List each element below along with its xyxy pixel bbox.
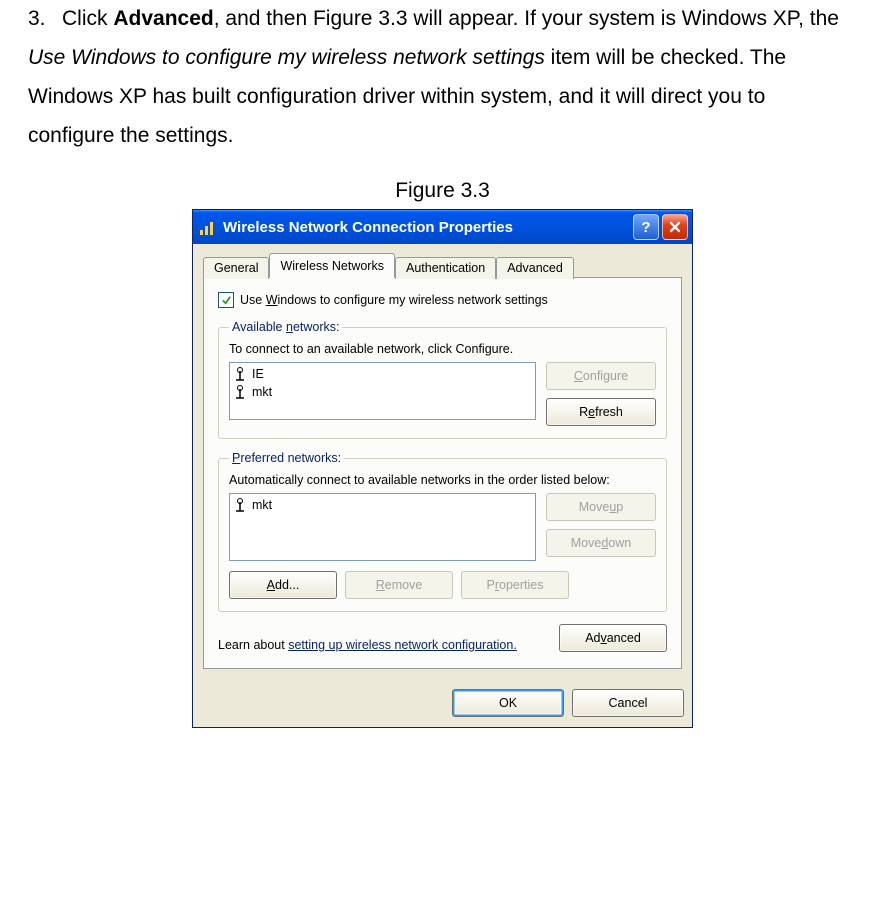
bold-advanced: Advanced: [113, 7, 213, 30]
move-down-button[interactable]: Move down: [546, 529, 656, 557]
network-name: mkt: [252, 385, 272, 399]
italic-setting-name: Use Windows to configure my wireless net…: [28, 46, 545, 69]
list-item[interactable]: IE: [234, 365, 531, 383]
tab-strip: General Wireless Networks Authentication…: [203, 252, 682, 277]
antenna-icon: [234, 367, 246, 381]
tab-general[interactable]: General: [203, 257, 269, 279]
close-button[interactable]: [662, 214, 688, 240]
dialog-window: Wireless Network Connection Properties ?…: [192, 209, 693, 728]
client-area: General Wireless Networks Authentication…: [193, 244, 692, 679]
antenna-icon: [234, 498, 246, 512]
tab-authentication[interactable]: Authentication: [395, 257, 496, 279]
network-name: mkt: [252, 498, 272, 512]
text-after-bold: , and then Figure 3.3 will appear. If yo…: [214, 7, 839, 30]
preferred-networks-group: Preferred networks: Automatically connec…: [218, 451, 667, 612]
tab-advanced[interactable]: Advanced: [496, 257, 574, 279]
text-before-bold: Click: [62, 7, 113, 30]
learn-row: Learn about setting up wireless network …: [218, 624, 667, 652]
window-title: Wireless Network Connection Properties: [223, 219, 630, 236]
refresh-button[interactable]: Refresh: [546, 398, 656, 426]
properties-button[interactable]: Properties: [461, 571, 569, 599]
checkbox-icon[interactable]: [218, 292, 234, 308]
preferred-hint: Automatically connect to available netwo…: [229, 473, 656, 487]
checkbox-label: Use Windows to configure my wireless net…: [240, 293, 548, 307]
learn-text: Learn about setting up wireless network …: [218, 638, 517, 652]
preferred-legend: Preferred networks:: [229, 451, 344, 465]
list-item[interactable]: mkt: [234, 383, 531, 401]
cancel-button[interactable]: Cancel: [572, 689, 684, 717]
titlebar[interactable]: Wireless Network Connection Properties ?: [193, 210, 692, 244]
available-networks-group: Available networks: To connect to an ava…: [218, 320, 667, 439]
tab-wireless-networks[interactable]: Wireless Networks: [269, 253, 395, 278]
tab-panel: Use Windows to configure my wireless net…: [203, 277, 682, 669]
move-up-button[interactable]: Move up: [546, 493, 656, 521]
available-legend: Available networks:: [229, 320, 342, 334]
antenna-icon: [234, 385, 246, 399]
configure-button[interactable]: Configure: [546, 362, 656, 390]
advanced-button[interactable]: Advanced: [559, 624, 667, 652]
available-networks-list[interactable]: IE mkt: [229, 362, 536, 420]
figure-caption: Figure 3.3: [0, 179, 885, 203]
remove-button[interactable]: Remove: [345, 571, 453, 599]
instruction-paragraph: 3.Click Advanced, and then Figure 3.3 wi…: [0, 0, 885, 175]
ok-button[interactable]: OK: [452, 689, 564, 717]
network-name: IE: [252, 367, 264, 381]
wireless-icon: [199, 218, 217, 236]
step-number: 3.: [28, 0, 62, 39]
add-button[interactable]: Add...: [229, 571, 337, 599]
learn-link[interactable]: setting up wireless network configuratio…: [288, 638, 517, 652]
help-button[interactable]: ?: [633, 214, 659, 240]
use-windows-checkbox-row[interactable]: Use Windows to configure my wireless net…: [218, 292, 667, 308]
available-hint: To connect to an available network, clic…: [229, 342, 656, 356]
preferred-networks-list[interactable]: mkt: [229, 493, 536, 561]
list-item[interactable]: mkt: [234, 496, 531, 514]
dialog-footer: OK Cancel: [193, 679, 692, 727]
preferred-button-row: Add... Remove Properties: [229, 571, 656, 599]
